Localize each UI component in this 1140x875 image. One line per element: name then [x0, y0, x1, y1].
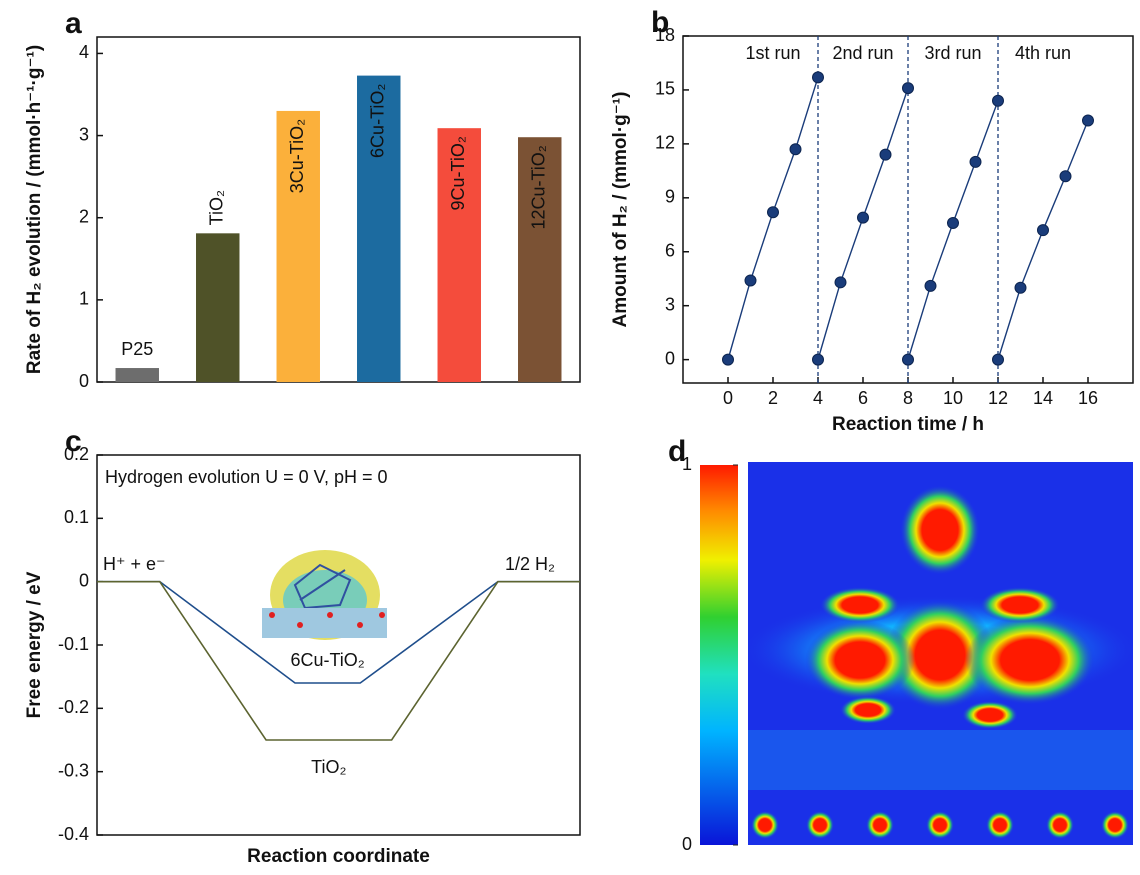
- data-point: [1038, 225, 1049, 236]
- y-tick-label: 3: [665, 294, 675, 314]
- y-tick-label: 0: [665, 348, 675, 368]
- panel-label: a: [65, 7, 82, 40]
- run-label: 2nd run: [832, 43, 893, 63]
- data-point: [723, 354, 734, 365]
- x-tick-label: 0: [723, 388, 733, 408]
- run-label: 3rd run: [924, 43, 981, 63]
- series-line: [908, 101, 998, 360]
- y-tick-label: 12: [655, 133, 675, 153]
- inset-structure: [262, 550, 387, 640]
- y-tick-label: 6: [665, 241, 675, 261]
- colorbar-tick-label: 0: [682, 834, 692, 854]
- y-tick-label: 0: [79, 570, 89, 590]
- x-tick-label: 16: [1078, 388, 1098, 408]
- y-axis-title: Free energy / eV: [24, 571, 45, 718]
- bar: [196, 233, 239, 382]
- y-axis-title: Amount of H₂ / (mmol·g⁻¹): [610, 92, 631, 328]
- data-point: [1015, 282, 1026, 293]
- annotation: Hydrogen evolution U = 0 V, pH = 0: [105, 467, 388, 487]
- run-label: 1st run: [745, 43, 800, 63]
- data-point: [948, 217, 959, 228]
- x-axis-title: Reaction coordinate: [247, 846, 430, 867]
- y-tick-label: 2: [79, 206, 89, 226]
- y-tick-label: 15: [655, 79, 675, 99]
- series-label: 6Cu-TiO₂: [290, 650, 364, 670]
- elf-map: [740, 462, 1140, 845]
- series-line: [728, 77, 818, 359]
- y-tick-label: -0.4: [58, 824, 89, 844]
- y-tick-label: 3: [79, 124, 89, 144]
- y-tick-label: 0.1: [64, 507, 89, 527]
- bar-label: 6Cu-TiO₂: [368, 84, 388, 158]
- data-point: [903, 83, 914, 94]
- data-point: [993, 354, 1004, 365]
- x-tick-label: 14: [1033, 388, 1053, 408]
- x-tick-label: 6: [858, 388, 868, 408]
- plot-frame: [97, 37, 580, 382]
- bar-label: TiO₂: [207, 190, 227, 225]
- y-tick-label: 9: [665, 187, 675, 207]
- y-axis-title: Rate of H₂ evolution / (mmol·h⁻¹·g⁻¹): [24, 45, 45, 374]
- data-point: [835, 277, 846, 288]
- y-tick-label: 1: [79, 289, 89, 309]
- run-label: 4th run: [1015, 43, 1071, 63]
- x-tick-label: 4: [813, 388, 823, 408]
- y-tick-label: -0.2: [58, 697, 89, 717]
- data-point: [813, 354, 824, 365]
- colorbar-tick-label: 1: [682, 454, 692, 474]
- x-tick-label: 10: [943, 388, 963, 408]
- y-tick-label: 0.2: [64, 444, 89, 464]
- y-tick-label: 4: [79, 42, 89, 62]
- x-tick-label: 2: [768, 388, 778, 408]
- bar-label: 12Cu-TiO₂: [529, 145, 549, 229]
- y-tick-label: -0.1: [58, 634, 89, 654]
- series-line: [818, 88, 908, 359]
- data-point: [790, 144, 801, 155]
- y-tick-label: -0.3: [58, 760, 89, 780]
- data-point: [813, 72, 824, 83]
- data-point: [1083, 115, 1094, 126]
- series-line: [998, 121, 1088, 360]
- x-tick-label: 8: [903, 388, 913, 408]
- series-label: TiO₂: [311, 757, 346, 777]
- colorbar: [700, 465, 738, 845]
- y-tick-label: 18: [655, 25, 675, 45]
- data-point: [768, 207, 779, 218]
- annotation: H⁺ + e⁻: [103, 554, 166, 574]
- bar-label: 3Cu-TiO₂: [287, 119, 307, 193]
- bar: [116, 368, 159, 382]
- data-point: [903, 354, 914, 365]
- annotation: 1/2 H₂: [505, 554, 555, 574]
- x-axis-title: Reaction time / h: [832, 414, 984, 435]
- data-point: [858, 212, 869, 223]
- x-tick-label: 12: [988, 388, 1008, 408]
- data-point: [745, 275, 756, 286]
- bar-label: 9Cu-TiO₂: [448, 136, 468, 210]
- data-point: [970, 156, 981, 167]
- data-point: [993, 95, 1004, 106]
- figure: a01234Rate of H₂ evolution / (mmol·h⁻¹·g…: [0, 0, 1140, 870]
- bar-label: P25: [121, 339, 153, 359]
- data-point: [1060, 171, 1071, 182]
- plot-frame: [97, 455, 580, 835]
- data-point: [925, 280, 936, 291]
- data-point: [880, 149, 891, 160]
- y-tick-label: 0: [79, 371, 89, 391]
